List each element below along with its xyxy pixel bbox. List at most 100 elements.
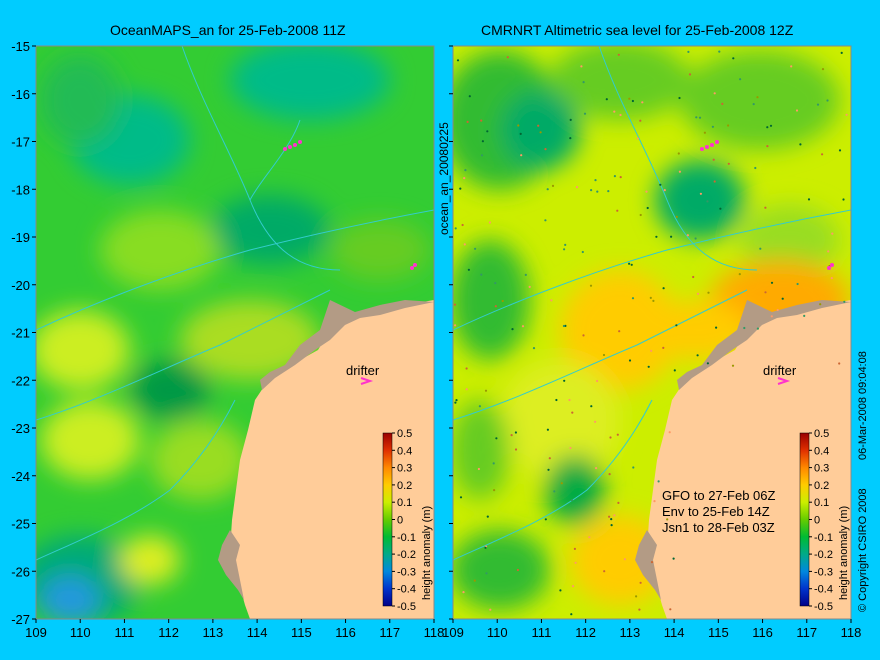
left-y-tick-label: -25 bbox=[11, 517, 30, 532]
right-cbar-tick-label: 0.3 bbox=[814, 463, 829, 475]
track-point bbox=[506, 56, 509, 59]
track-point bbox=[488, 221, 491, 224]
right-x-tick-label: 113 bbox=[620, 625, 641, 640]
track-point bbox=[631, 99, 635, 103]
track-point bbox=[719, 207, 722, 210]
track-point bbox=[687, 50, 690, 54]
track-point bbox=[666, 518, 669, 521]
track-point bbox=[517, 124, 520, 127]
left-colorbar: 0.5 0.4 0.3 0.2 0.1 0 -0.1 -0.2 -0.3 -0.4 -0.5 hei… bbox=[382, 428, 433, 613]
legend-env: Env to 25-Feb 14Z bbox=[662, 504, 770, 519]
track-point bbox=[706, 362, 710, 365]
track-point bbox=[501, 299, 504, 303]
track-point bbox=[477, 467, 480, 471]
track-point bbox=[581, 250, 584, 254]
track-point bbox=[613, 175, 617, 178]
track-point bbox=[673, 369, 676, 372]
track-point bbox=[628, 262, 631, 265]
left-x-tick-label: 118 bbox=[424, 625, 445, 640]
track-point bbox=[692, 275, 695, 279]
track-point bbox=[756, 96, 759, 99]
track-point bbox=[650, 349, 653, 352]
track-point bbox=[668, 431, 671, 434]
left-y-tick-label: -26 bbox=[11, 564, 30, 579]
track-point bbox=[831, 232, 834, 235]
track-point bbox=[574, 561, 577, 564]
track-point bbox=[456, 59, 460, 62]
track-point bbox=[807, 198, 811, 201]
right-cbar-tick-label: 0 bbox=[814, 515, 820, 527]
left-x-tick-label: 115 bbox=[291, 625, 312, 640]
legend-gfo: GFO to 27-Feb 06Z bbox=[662, 488, 775, 503]
right-cbar-tick-label: -0.3 bbox=[814, 566, 833, 578]
track-point bbox=[636, 137, 639, 140]
track-point bbox=[698, 116, 702, 119]
track-point bbox=[546, 428, 550, 431]
right-cbar-tick-label: -0.4 bbox=[814, 584, 833, 596]
track-point bbox=[510, 434, 513, 437]
left-drifter-tracks bbox=[283, 140, 417, 270]
legend-jsn1: Jsn1 to 28-Feb 03Z bbox=[662, 520, 775, 535]
track-point bbox=[635, 595, 638, 598]
track-point bbox=[608, 473, 611, 476]
track-point bbox=[776, 308, 779, 312]
track-point bbox=[677, 152, 680, 155]
track-point bbox=[484, 546, 487, 549]
track-point bbox=[838, 362, 841, 365]
track-point bbox=[843, 300, 846, 303]
track-point bbox=[484, 389, 488, 392]
left-x-tick-label: 114 bbox=[247, 625, 268, 640]
track-point bbox=[617, 501, 620, 504]
track-point bbox=[519, 132, 522, 135]
track-point bbox=[516, 568, 520, 572]
left-y-tick-label: -19 bbox=[11, 230, 30, 245]
track-point bbox=[548, 457, 551, 460]
left-cbar-tick-label: -0.3 bbox=[397, 566, 416, 578]
track-point bbox=[675, 324, 678, 327]
track-point bbox=[619, 113, 622, 117]
track-point bbox=[575, 186, 579, 189]
track-point bbox=[628, 97, 631, 100]
track-point bbox=[468, 95, 471, 98]
track-point bbox=[478, 405, 481, 408]
track-point bbox=[608, 515, 611, 518]
right-bathymetry-contours bbox=[453, 46, 851, 561]
track-point bbox=[821, 68, 825, 71]
track-point bbox=[569, 118, 572, 121]
track-point bbox=[563, 248, 566, 251]
track-point bbox=[494, 305, 497, 308]
track-point bbox=[480, 154, 484, 157]
track-point bbox=[495, 437, 498, 440]
left-cbar-tick-label: -0.2 bbox=[397, 549, 416, 561]
right-drifter-label: drifter bbox=[763, 363, 797, 378]
track-point bbox=[474, 247, 477, 250]
track-point bbox=[655, 235, 658, 238]
track-point bbox=[454, 227, 457, 230]
track-point bbox=[707, 291, 710, 294]
track-point bbox=[845, 113, 848, 116]
left-y-tick-label: -22 bbox=[11, 373, 30, 388]
track-point bbox=[743, 326, 746, 330]
track-point bbox=[459, 187, 462, 190]
copyright-label: © Copyright CSIRO 2008 bbox=[857, 488, 869, 612]
track-point bbox=[639, 581, 642, 584]
track-point bbox=[464, 169, 467, 172]
track-point bbox=[769, 124, 773, 127]
right-shelf bbox=[677, 300, 851, 390]
right-x-tick-label: 112 bbox=[575, 625, 596, 640]
track-point bbox=[610, 518, 613, 521]
track-point bbox=[514, 431, 518, 434]
left-x-tick-label: 110 bbox=[70, 625, 91, 640]
right-x-tick-label: 115 bbox=[708, 625, 729, 640]
track-point bbox=[663, 189, 666, 192]
track-point bbox=[727, 162, 730, 165]
track-point bbox=[603, 570, 606, 573]
track-point bbox=[628, 359, 632, 362]
right-map: drifter GFO to 27-Feb 06Z Env to 25-Feb … bbox=[452, 45, 852, 620]
track-point bbox=[754, 166, 757, 170]
right-cbar-tick-label: -0.2 bbox=[814, 549, 833, 561]
track-point bbox=[494, 282, 497, 285]
track-point bbox=[596, 379, 599, 383]
track-point bbox=[546, 188, 549, 191]
